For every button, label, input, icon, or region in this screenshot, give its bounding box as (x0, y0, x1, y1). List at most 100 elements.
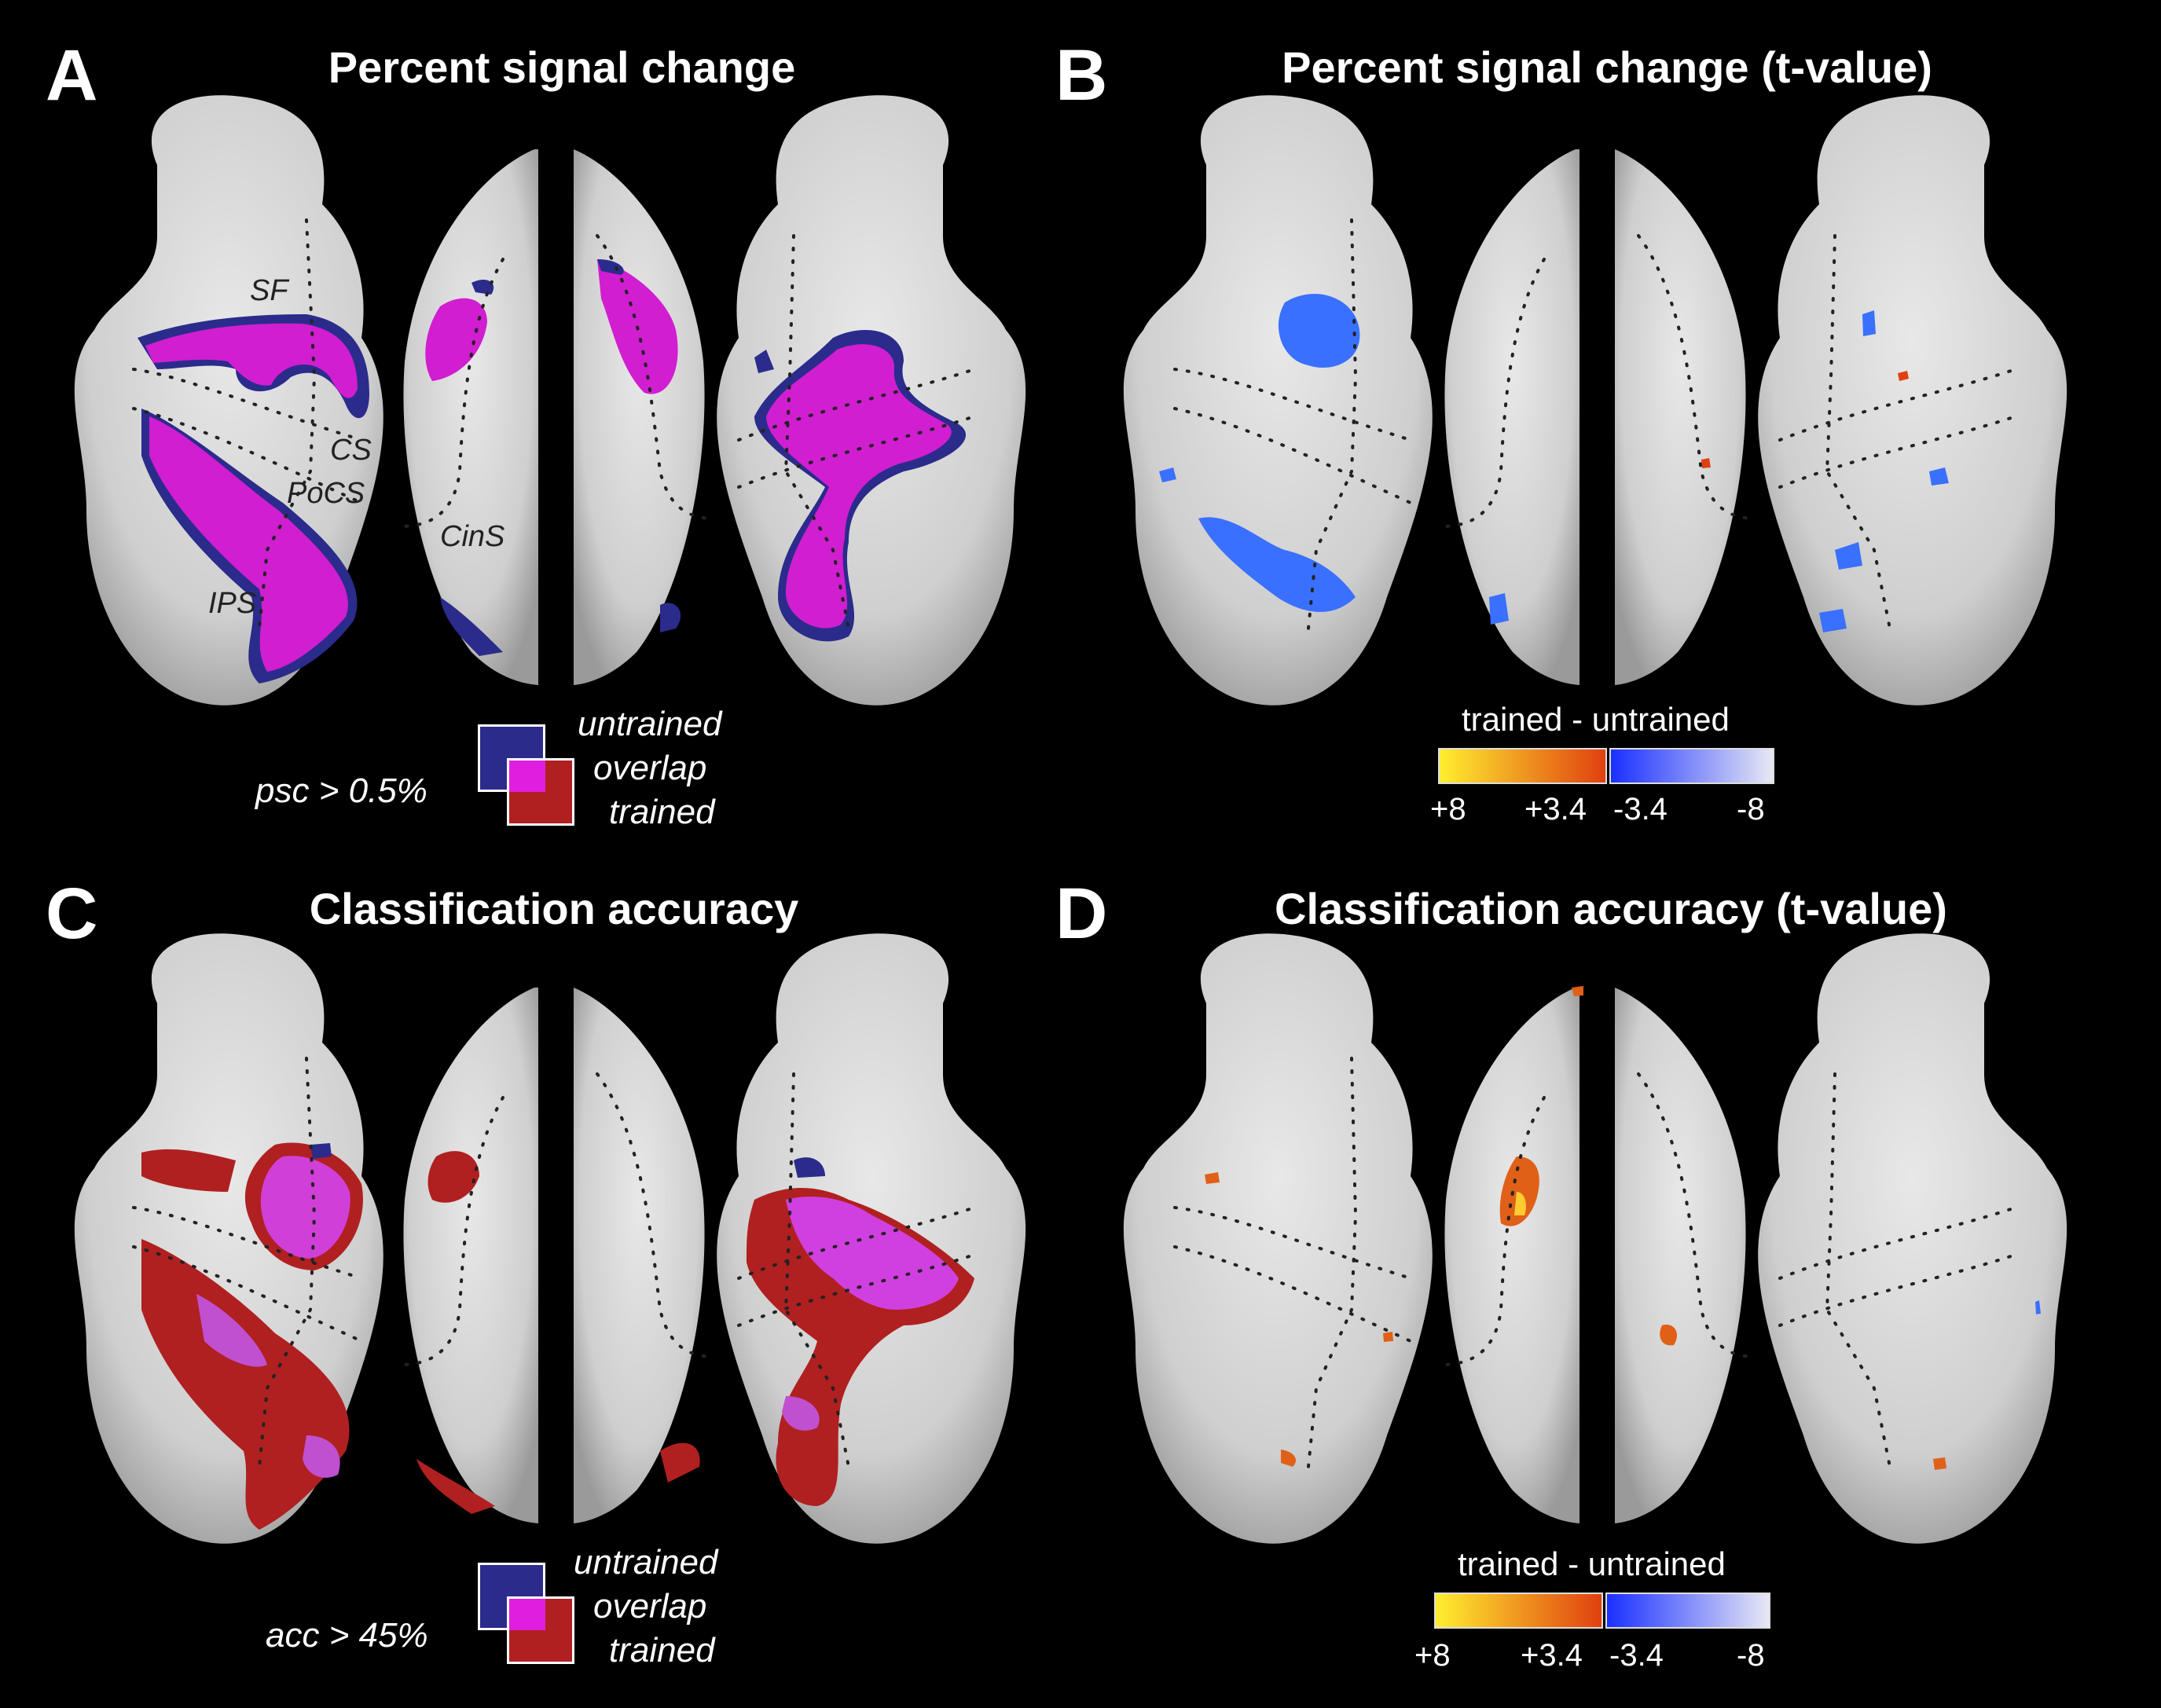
t-cluster-positive (1514, 1192, 1526, 1215)
t-cluster-negative (1159, 467, 1176, 482)
t-cluster-negative (1489, 593, 1509, 625)
activation-blob (597, 259, 624, 275)
colorbar-title: trained - untrained (1458, 1545, 1726, 1582)
t-cluster-positive (1572, 986, 1583, 996)
legend-overlap: overlap (593, 749, 707, 787)
sulcus-label-cs: CS (330, 434, 372, 467)
panel-title: Classification accuracy (309, 884, 799, 933)
sulcal-lines (1173, 218, 2017, 630)
legend-untrained: untrained (578, 705, 722, 743)
left-medial-hemisphere (403, 149, 538, 685)
activation-blob (794, 1157, 825, 1178)
right-lateral-hemisphere (1758, 95, 2067, 706)
colorbar-positive (1434, 1593, 1603, 1629)
panel-letter: D (1055, 874, 1108, 954)
activation-blob (141, 1239, 350, 1530)
brain-surfaces (1123, 933, 2067, 1544)
t-cluster-negative (1835, 542, 1862, 570)
activation-blob (660, 603, 681, 632)
activation-blob (782, 1396, 820, 1431)
brain-surfaces (1123, 95, 2067, 706)
t-cluster-negative (1819, 609, 1847, 632)
panel-letter: A (46, 35, 98, 115)
activation-blob (786, 1197, 959, 1310)
t-cluster-negative (1278, 293, 1360, 368)
activation-blob (141, 1149, 236, 1192)
t-cluster-positive (1933, 1457, 1946, 1470)
threshold-label: acc > 45% (266, 1616, 428, 1655)
panel-c: C Classification accuracy (0, 854, 1080, 1708)
t-cluster-negative (1929, 467, 1949, 486)
colorbar-tick: -3.4 (1613, 792, 1668, 827)
colorbar-tick: +8 (1414, 1638, 1451, 1673)
left-medial-hemisphere (1444, 988, 1579, 1523)
left-lateral-hemisphere (1123, 933, 1433, 1544)
activation-blob (260, 1156, 350, 1259)
panel-title: Classification accuracy (t-value) (1275, 884, 1947, 933)
sulcus-label-ips: IPS (208, 587, 256, 620)
activation-blob (471, 279, 494, 295)
activation-blob (425, 298, 487, 381)
legend-untrained: untrained (574, 1543, 718, 1582)
t-cluster-negative (1340, 310, 1356, 334)
activation-blob (196, 1294, 267, 1367)
midline-divider (542, 984, 569, 1530)
sulcus-label-cins: CinS (440, 520, 504, 553)
activation-blob (754, 350, 774, 373)
colorbar-tick: -8 (1737, 1638, 1765, 1673)
right-medial-hemisphere (574, 149, 705, 685)
legend-trained: trained (609, 793, 715, 831)
swatch-overlap (507, 1596, 545, 1630)
brain-surfaces (74, 933, 1026, 1544)
midline-divider (1583, 145, 1610, 691)
sulcal-lines (1173, 1057, 2017, 1468)
t-cluster-positive (1499, 1156, 1539, 1226)
t-cluster-positive (1205, 1172, 1220, 1184)
t-cluster-positive (1660, 1325, 1678, 1346)
activation-blob (440, 597, 503, 656)
colorbar-title: trained - untrained (1462, 701, 1730, 738)
panel-title: Percent signal change (t-value) (1282, 42, 1932, 92)
right-lateral-hemisphere (1758, 933, 2067, 1544)
colorbar-positive (1438, 748, 1607, 784)
right-medial-hemisphere (1615, 988, 1746, 1523)
activation-blob (145, 323, 358, 398)
legend-trained: trained (609, 1631, 715, 1670)
t-cluster-positive (1281, 1450, 1297, 1467)
left-medial-hemisphere (1444, 149, 1579, 685)
activation-blob (310, 1143, 332, 1159)
threshold-label: psc > 0.5% (255, 772, 427, 810)
legend-overlap: overlap (593, 1587, 707, 1626)
panel-letter: B (1055, 35, 1108, 115)
activation-blob (660, 1442, 700, 1483)
sulcal-lines (132, 1057, 976, 1468)
brain-surfaces: SF CS PoCS CinS IPS (74, 95, 1026, 706)
colorbar-tick: +3.4 (1521, 1638, 1583, 1673)
t-cluster-negative (1862, 310, 1876, 336)
t-cluster-positive (1383, 1332, 1393, 1342)
midline-divider (1583, 984, 1610, 1530)
left-lateral-hemisphere (1123, 95, 1433, 706)
colorbar-tick: +8 (1430, 792, 1466, 827)
t-cluster-negative (2035, 1300, 2041, 1314)
activation-blob (149, 416, 348, 672)
colorbar-negative (1605, 1593, 1770, 1629)
right-medial-hemisphere (1615, 149, 1746, 685)
colorbar-tick: -8 (1737, 792, 1765, 827)
activation-blob (303, 1435, 340, 1478)
right-medial-hemisphere (574, 988, 705, 1523)
swatch-overlap (507, 758, 545, 792)
panel-b: B Percent signal change (t-value) (1055, 0, 2161, 854)
activation-blob (427, 1151, 479, 1203)
sulcus-label-pocs: PoCS (287, 477, 365, 510)
panel-a: A Percent signal change (0, 0, 1080, 854)
left-medial-hemisphere (403, 988, 538, 1523)
midline-divider (542, 145, 569, 691)
panel-d: D Classification accuracy (t-value) (1055, 854, 2161, 1708)
t-cluster-positive (1701, 458, 1711, 468)
t-cluster-positive (1898, 371, 1909, 381)
colorbar-negative (1609, 748, 1774, 784)
t-cluster-negative (1198, 517, 1356, 612)
colorbar-tick: -3.4 (1609, 1638, 1664, 1673)
sulcus-label-sf: SF (250, 274, 289, 307)
